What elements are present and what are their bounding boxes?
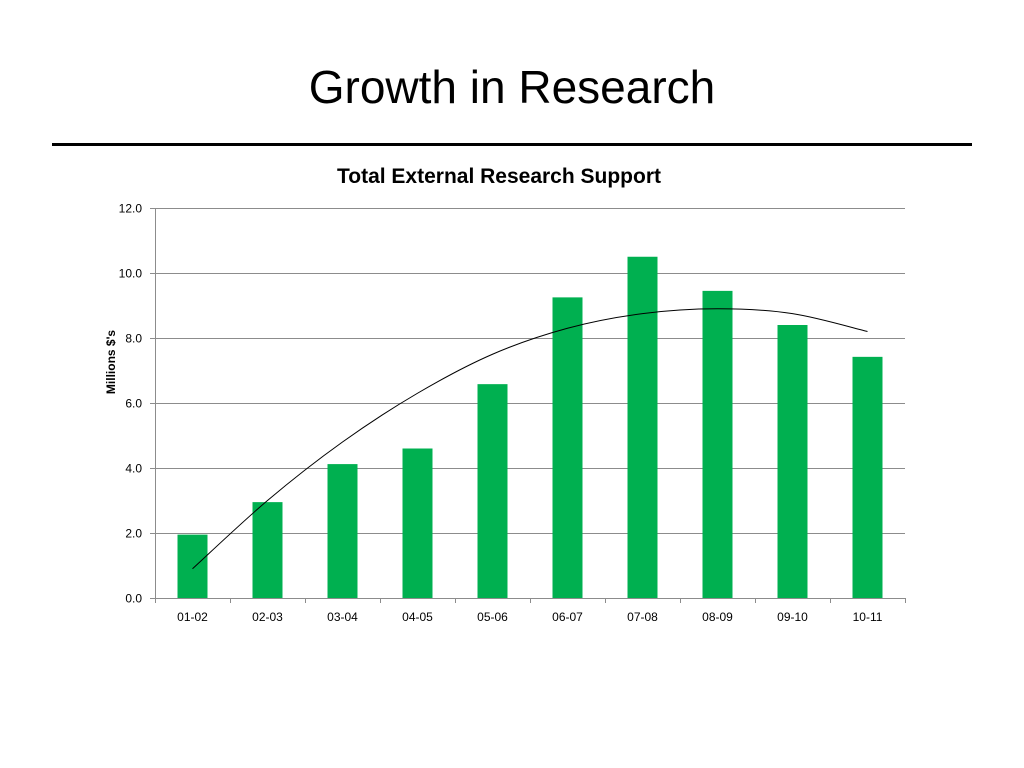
x-tick-label: 09-10 bbox=[777, 610, 808, 624]
x-tick-label: 03-04 bbox=[327, 610, 358, 624]
y-tick-label: 10.0 bbox=[119, 267, 143, 281]
x-tick-label: 04-05 bbox=[402, 610, 433, 624]
x-tick-label: 07-08 bbox=[627, 610, 658, 624]
x-tick-label: 08-09 bbox=[702, 610, 733, 624]
y-tick-label: 12.0 bbox=[119, 202, 143, 216]
x-tick-label: 05-06 bbox=[477, 610, 508, 624]
bar-10-11 bbox=[852, 356, 883, 598]
bar-09-10 bbox=[777, 325, 808, 598]
bar-08-09 bbox=[702, 290, 733, 598]
bar-07-08 bbox=[627, 256, 658, 598]
y-tick-label: 0.0 bbox=[125, 592, 142, 606]
x-tick-label: 06-07 bbox=[552, 610, 583, 624]
trendline bbox=[192, 308, 868, 570]
bar-03-04 bbox=[327, 464, 358, 598]
x-tick-label: 10-11 bbox=[853, 610, 883, 624]
x-tick-label: 02-03 bbox=[252, 610, 283, 624]
chart-title: Total External Research Support bbox=[337, 165, 661, 188]
y-tick-label: 2.0 bbox=[125, 527, 142, 541]
slide-title: Growth in Research bbox=[308, 61, 716, 113]
bar-06-07 bbox=[552, 297, 583, 598]
title-divider bbox=[52, 143, 972, 146]
bar-04-05 bbox=[402, 448, 433, 598]
bar-01-02 bbox=[177, 534, 208, 598]
bar-02-03 bbox=[252, 502, 283, 598]
y-tick-label: 6.0 bbox=[125, 397, 142, 411]
y-axis-label: Millions $'s bbox=[104, 330, 118, 395]
y-tick-label: 4.0 bbox=[125, 462, 142, 476]
y-tick-label: 8.0 bbox=[125, 332, 142, 346]
bar-05-06 bbox=[477, 384, 508, 598]
x-tick-label: 01-02 bbox=[177, 610, 208, 624]
